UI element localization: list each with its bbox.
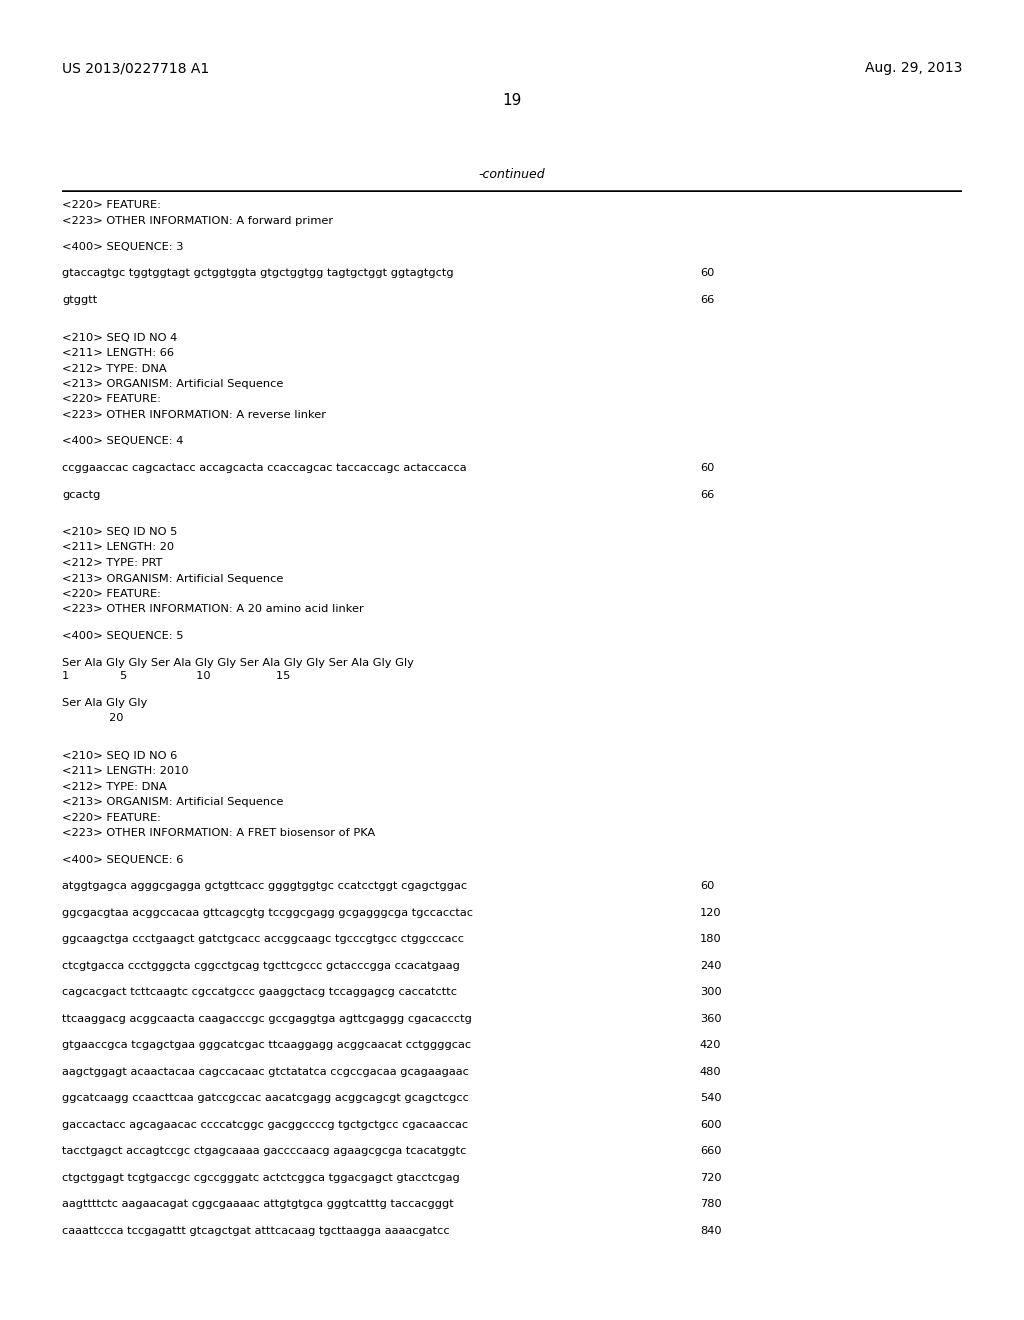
Text: ctcgtgacca ccctgggcta cggcctgcag tgcttcgccc gctacccgga ccacatgaag: ctcgtgacca ccctgggcta cggcctgcag tgcttcg…	[62, 961, 460, 970]
Text: 720: 720	[700, 1172, 722, 1183]
Text: aagctggagt acaactacaa cagccacaac gtctatatca ccgccgacaa gcagaagaac: aagctggagt acaactacaa cagccacaac gtctata…	[62, 1067, 469, 1077]
Text: 840: 840	[700, 1226, 722, 1236]
Text: 180: 180	[700, 935, 722, 944]
Text: 19: 19	[503, 92, 521, 108]
Text: ttcaaggacg acggcaacta caagacccgc gccgaggtga agttcgaggg cgacaccctg: ttcaaggacg acggcaacta caagacccgc gccgagg…	[62, 1014, 472, 1023]
Text: <220> FEATURE:: <220> FEATURE:	[62, 201, 161, 210]
Text: caaattccca tccgagattt gtcagctgat atttcacaag tgcttaagga aaaacgatcc: caaattccca tccgagattt gtcagctgat atttcac…	[62, 1226, 450, 1236]
Text: gtgaaccgca tcgagctgaa gggcatcgac ttcaaggagg acggcaacat cctggggcac: gtgaaccgca tcgagctgaa gggcatcgac ttcaagg…	[62, 1040, 471, 1051]
Text: <210> SEQ ID NO 6: <210> SEQ ID NO 6	[62, 751, 177, 760]
Text: -continued: -continued	[478, 168, 546, 181]
Text: <212> TYPE: DNA: <212> TYPE: DNA	[62, 363, 167, 374]
Text: Aug. 29, 2013: Aug. 29, 2013	[864, 61, 962, 75]
Text: <400> SEQUENCE: 5: <400> SEQUENCE: 5	[62, 631, 183, 642]
Text: ctgctggagt tcgtgaccgc cgccgggatc actctcggca tggacgagct gtacctcgag: ctgctggagt tcgtgaccgc cgccgggatc actctcg…	[62, 1172, 460, 1183]
Text: 66: 66	[700, 490, 715, 499]
Text: gtggtt: gtggtt	[62, 294, 97, 305]
Text: <220> FEATURE:: <220> FEATURE:	[62, 589, 161, 599]
Text: Ser Ala Gly Gly Ser Ala Gly Gly Ser Ala Gly Gly Ser Ala Gly Gly: Ser Ala Gly Gly Ser Ala Gly Gly Ser Ala …	[62, 657, 414, 668]
Text: ggcgacgtaa acggccacaa gttcagcgtg tccggcgagg gcgagggcga tgccacctac: ggcgacgtaa acggccacaa gttcagcgtg tccggcg…	[62, 908, 473, 917]
Text: 480: 480	[700, 1067, 722, 1077]
Text: <400> SEQUENCE: 6: <400> SEQUENCE: 6	[62, 854, 183, 865]
Text: <223> OTHER INFORMATION: A reverse linker: <223> OTHER INFORMATION: A reverse linke…	[62, 411, 326, 420]
Text: <211> LENGTH: 2010: <211> LENGTH: 2010	[62, 766, 188, 776]
Text: <210> SEQ ID NO 4: <210> SEQ ID NO 4	[62, 333, 177, 342]
Text: ggcatcaagg ccaacttcaa gatccgccac aacatcgagg acggcagcgt gcagctcgcc: ggcatcaagg ccaacttcaa gatccgccac aacatcg…	[62, 1093, 469, 1104]
Text: 300: 300	[700, 987, 722, 997]
Text: 20: 20	[62, 713, 124, 723]
Text: <223> OTHER INFORMATION: A FRET biosensor of PKA: <223> OTHER INFORMATION: A FRET biosenso…	[62, 828, 375, 838]
Text: <223> OTHER INFORMATION: A forward primer: <223> OTHER INFORMATION: A forward prime…	[62, 215, 333, 226]
Text: <213> ORGANISM: Artificial Sequence: <213> ORGANISM: Artificial Sequence	[62, 379, 284, 389]
Text: <213> ORGANISM: Artificial Sequence: <213> ORGANISM: Artificial Sequence	[62, 797, 284, 807]
Text: <220> FEATURE:: <220> FEATURE:	[62, 813, 161, 822]
Text: atggtgagca agggcgagga gctgttcacc ggggtggtgc ccatcctggt cgagctggac: atggtgagca agggcgagga gctgttcacc ggggtgg…	[62, 882, 467, 891]
Text: <223> OTHER INFORMATION: A 20 amino acid linker: <223> OTHER INFORMATION: A 20 amino acid…	[62, 605, 364, 615]
Text: aagttttctc aagaacagat cggcgaaaac attgtgtgca gggtcatttg taccacgggt: aagttttctc aagaacagat cggcgaaaac attgtgt…	[62, 1199, 454, 1209]
Text: <212> TYPE: PRT: <212> TYPE: PRT	[62, 558, 163, 568]
Text: Ser Ala Gly Gly: Ser Ala Gly Gly	[62, 698, 147, 708]
Text: 780: 780	[700, 1199, 722, 1209]
Text: US 2013/0227718 A1: US 2013/0227718 A1	[62, 61, 209, 75]
Text: ccggaaccac cagcactacc accagcacta ccaccagcac taccaccagc actaccacca: ccggaaccac cagcactacc accagcacta ccaccag…	[62, 463, 467, 473]
Text: <400> SEQUENCE: 4: <400> SEQUENCE: 4	[62, 437, 183, 446]
Text: <213> ORGANISM: Artificial Sequence: <213> ORGANISM: Artificial Sequence	[62, 573, 284, 583]
Text: 60: 60	[700, 268, 715, 279]
Text: 240: 240	[700, 961, 722, 970]
Text: 66: 66	[700, 294, 715, 305]
Text: 540: 540	[700, 1093, 722, 1104]
Text: ggcaagctga ccctgaagct gatctgcacc accggcaagc tgcccgtgcc ctggcccacc: ggcaagctga ccctgaagct gatctgcacc accggca…	[62, 935, 464, 944]
Text: 660: 660	[700, 1146, 722, 1156]
Text: gaccactacc agcagaacac ccccatcggc gacggccccg tgctgctgcc cgacaaccac: gaccactacc agcagaacac ccccatcggc gacggcc…	[62, 1119, 468, 1130]
Text: 120: 120	[700, 908, 722, 917]
Text: 60: 60	[700, 463, 715, 473]
Text: 420: 420	[700, 1040, 722, 1051]
Text: 60: 60	[700, 882, 715, 891]
Text: 1              5                   10                  15: 1 5 10 15	[62, 671, 291, 681]
Text: <400> SEQUENCE: 3: <400> SEQUENCE: 3	[62, 242, 183, 252]
Text: 360: 360	[700, 1014, 722, 1023]
Text: <220> FEATURE:: <220> FEATURE:	[62, 395, 161, 404]
Text: <211> LENGTH: 20: <211> LENGTH: 20	[62, 543, 174, 553]
Text: cagcacgact tcttcaagtc cgccatgccc gaaggctacg tccaggagcg caccatcttc: cagcacgact tcttcaagtc cgccatgccc gaaggct…	[62, 987, 457, 997]
Text: gcactg: gcactg	[62, 490, 100, 499]
Text: 600: 600	[700, 1119, 722, 1130]
Text: <212> TYPE: DNA: <212> TYPE: DNA	[62, 781, 167, 792]
Text: tacctgagct accagtccgc ctgagcaaaa gaccccaacg agaagcgcga tcacatggtc: tacctgagct accagtccgc ctgagcaaaa gacccca…	[62, 1146, 466, 1156]
Text: <211> LENGTH: 66: <211> LENGTH: 66	[62, 348, 174, 358]
Text: gtaccagtgc tggtggtagt gctggtggta gtgctggtgg tagtgctggt ggtagtgctg: gtaccagtgc tggtggtagt gctggtggta gtgctgg…	[62, 268, 454, 279]
Text: <210> SEQ ID NO 5: <210> SEQ ID NO 5	[62, 527, 177, 537]
